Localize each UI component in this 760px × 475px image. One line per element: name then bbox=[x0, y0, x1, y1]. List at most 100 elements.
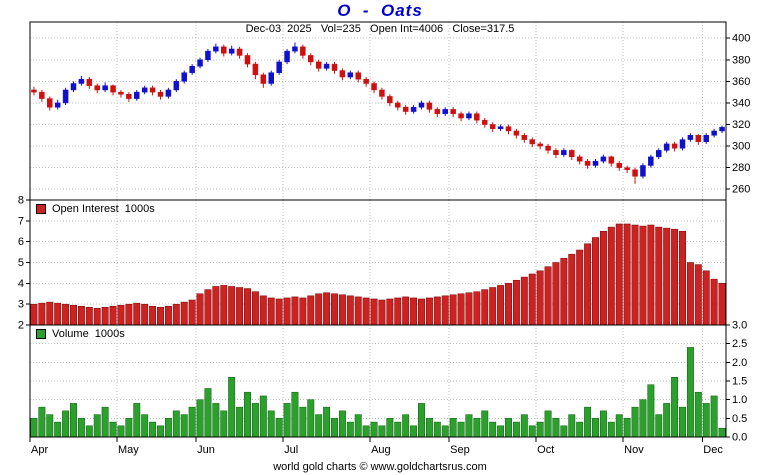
volume-bar bbox=[228, 377, 236, 438]
y-tick-label: 3 bbox=[18, 299, 24, 311]
volume-bar bbox=[489, 421, 497, 438]
open-interest-bar bbox=[599, 231, 607, 326]
month-label: Jun bbox=[197, 444, 215, 456]
candle-body bbox=[482, 119, 488, 125]
volume-bar bbox=[378, 425, 386, 438]
candle-body bbox=[561, 150, 567, 155]
open-interest-legend: Open Interest 1000s bbox=[36, 203, 155, 215]
volume-bar bbox=[157, 425, 164, 438]
volume-bar bbox=[331, 418, 338, 438]
candle-body bbox=[474, 113, 480, 121]
volume-bar bbox=[141, 414, 149, 438]
y-tick-label: 8 bbox=[18, 195, 24, 207]
month-label: Dec bbox=[703, 444, 723, 456]
volume-bar bbox=[30, 418, 38, 438]
month-label: Nov bbox=[624, 444, 644, 456]
open-interest-bar bbox=[196, 293, 204, 326]
candle-body bbox=[426, 102, 433, 110]
candle-body bbox=[62, 89, 69, 104]
y-tick-label: 5 bbox=[18, 257, 24, 269]
volume-bar bbox=[441, 425, 449, 438]
volume-bar bbox=[362, 425, 370, 438]
volume-bar bbox=[291, 391, 299, 438]
candle-body bbox=[711, 130, 717, 136]
open-interest-bar bbox=[536, 270, 544, 326]
open-interest-bar bbox=[481, 289, 489, 326]
open-interest-bar bbox=[109, 306, 117, 326]
volume-bar bbox=[251, 403, 259, 438]
open-interest-bar bbox=[125, 303, 133, 326]
open-interest-bar bbox=[576, 249, 584, 326]
open-interest-bar bbox=[354, 296, 362, 326]
candle-body bbox=[703, 135, 709, 142]
open-interest-bar bbox=[164, 306, 172, 326]
candle-body bbox=[31, 89, 37, 93]
open-interest-bar bbox=[663, 227, 671, 326]
volume-bar bbox=[220, 410, 228, 438]
open-interest-bar bbox=[46, 301, 54, 326]
volume-bar bbox=[457, 421, 465, 438]
volume-bar bbox=[38, 406, 46, 438]
candle-body bbox=[363, 78, 369, 84]
open-interest-bar bbox=[228, 286, 236, 326]
volume-bar bbox=[647, 384, 655, 438]
volume-bar bbox=[512, 421, 520, 438]
candle-body bbox=[671, 143, 678, 149]
open-interest-bar bbox=[441, 295, 449, 326]
candle-body bbox=[402, 106, 409, 112]
candle-body bbox=[268, 72, 274, 84]
open-interest-bar bbox=[686, 262, 694, 326]
open-interest-bar bbox=[307, 295, 315, 326]
y-tick-label: 3.0 bbox=[732, 320, 747, 332]
candle-body bbox=[576, 156, 583, 162]
open-interest-bar bbox=[512, 279, 520, 326]
open-interest-bar bbox=[473, 291, 481, 326]
volume-bar bbox=[85, 425, 93, 438]
candle-body bbox=[418, 102, 425, 108]
open-interest-bar bbox=[70, 304, 77, 326]
open-interest-bar bbox=[117, 304, 125, 326]
candle-body bbox=[529, 139, 535, 145]
open-interest-bar bbox=[77, 306, 85, 326]
volume-bar bbox=[402, 414, 410, 438]
candle-body bbox=[442, 109, 448, 114]
volume-bar bbox=[410, 425, 418, 438]
volume-bar bbox=[149, 421, 157, 438]
candle-body bbox=[292, 46, 298, 52]
volume-legend-label: Volume 1000s bbox=[52, 328, 125, 340]
y-tick-label: 260 bbox=[732, 184, 750, 196]
panel-border bbox=[29, 21, 727, 201]
open-interest-bar bbox=[607, 226, 615, 326]
volume-bar bbox=[299, 406, 307, 438]
open-interest-bar bbox=[220, 285, 228, 326]
y-tick-label: 360 bbox=[732, 76, 750, 88]
volume-bar bbox=[370, 421, 378, 438]
open-interest-bar bbox=[172, 303, 180, 326]
candle-body bbox=[236, 48, 243, 56]
volume-bar bbox=[702, 403, 710, 438]
volume-bar bbox=[196, 399, 204, 438]
open-interest-bar bbox=[465, 292, 473, 326]
candle-body bbox=[141, 87, 148, 93]
open-interest-bar bbox=[702, 270, 710, 326]
candle-body bbox=[252, 63, 259, 76]
candle-body bbox=[78, 78, 85, 84]
open-interest-bar bbox=[584, 243, 592, 326]
volume-bar bbox=[283, 403, 291, 438]
month-label: Oct bbox=[537, 444, 554, 456]
volume-bar bbox=[164, 418, 172, 438]
volume-bar bbox=[323, 406, 331, 438]
candle-body bbox=[505, 126, 512, 132]
candle-body bbox=[624, 167, 630, 171]
volume-bar bbox=[473, 418, 481, 438]
open-interest-bar bbox=[505, 283, 512, 326]
candle-body bbox=[315, 61, 322, 69]
open-interest-bar bbox=[718, 282, 726, 326]
open-interest-bar bbox=[402, 296, 410, 326]
open-interest-bar bbox=[101, 307, 109, 326]
volume-bar bbox=[639, 399, 647, 438]
candle-body bbox=[39, 91, 45, 99]
open-interest-bar bbox=[544, 266, 552, 326]
candle-body bbox=[276, 61, 282, 73]
open-interest-bar bbox=[694, 264, 702, 326]
